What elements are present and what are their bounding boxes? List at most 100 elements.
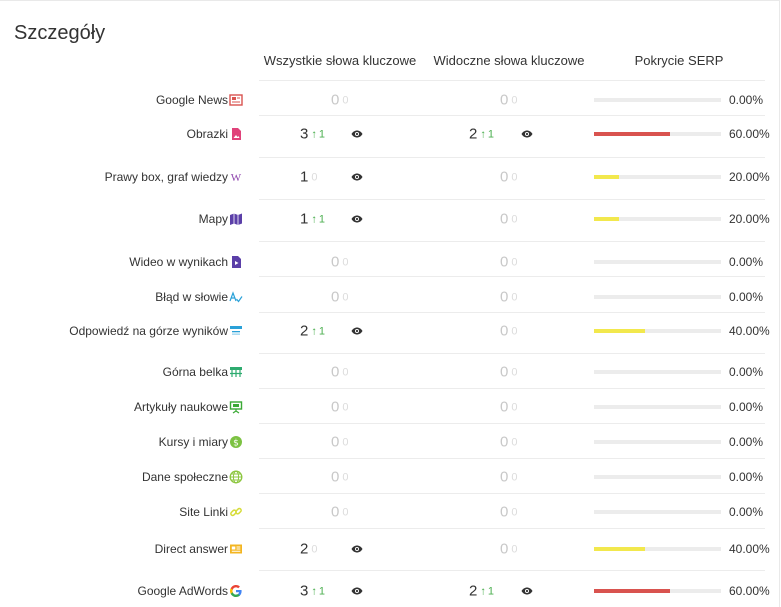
arrow-up-icon: ↑: [480, 585, 486, 597]
serp-coverage-fill: [594, 132, 671, 136]
row-label: Google News: [156, 93, 243, 107]
count-change: 0: [511, 471, 518, 483]
row-label: Prawy box, graf wiedzy W: [105, 170, 243, 184]
serp-coverage-percent: 60.00%: [729, 584, 770, 598]
row-separator: [259, 570, 765, 571]
arrow-up-icon: ↑: [311, 213, 317, 225]
eye-icon[interactable]: [521, 130, 533, 138]
serp-coverage-percent: 60.00%: [729, 127, 770, 141]
count-value: 3: [300, 582, 309, 600]
row-separator: [259, 458, 765, 459]
count-value: 0: [500, 168, 509, 186]
serp-coverage-percent: 40.00%: [729, 324, 770, 338]
all-keywords-count: 2 ↑ 1: [300, 323, 325, 340]
serp-coverage-percent: 0.00%: [729, 505, 764, 519]
count-value: 2: [300, 540, 309, 558]
count-value: 2: [300, 322, 309, 340]
eye-icon[interactable]: [521, 587, 533, 595]
serp-coverage-bar: [594, 370, 721, 374]
count-change: 0: [342, 506, 349, 518]
arrow-up-icon: ↑: [311, 585, 317, 597]
serp-coverage-fill: [594, 217, 620, 221]
panel-title: Szczegóły: [14, 22, 106, 44]
row-label: Wideo w wynikach: [129, 255, 243, 269]
serp-coverage-fill: [594, 175, 620, 179]
count-change: 0: [511, 543, 518, 555]
row-label-text: Site Linki: [179, 505, 228, 519]
count-value: 0: [331, 363, 340, 381]
currency-icon: $: [229, 435, 243, 449]
row-separator: [259, 276, 765, 277]
row-label: Site Linki: [179, 505, 243, 519]
row-separator: [259, 115, 765, 116]
eye-icon[interactable]: [351, 173, 363, 181]
row-label: Dane społeczne: [142, 470, 243, 484]
row-label-text: Dane społeczne: [141, 470, 228, 484]
serp-coverage-bar: [594, 589, 721, 593]
serp-coverage-percent: 0.00%: [729, 255, 764, 269]
eye-icon[interactable]: [351, 215, 363, 223]
row-label: Mapy: [199, 212, 243, 226]
row-label-text: Odpowiedź na górze wyników: [69, 324, 228, 338]
serp-coverage-percent: 20.00%: [729, 170, 770, 184]
serp-coverage-fill: [594, 329, 645, 333]
row-label-text: Wideo w wynikach: [129, 255, 228, 269]
serp-coverage-percent: 0.00%: [729, 290, 764, 304]
count-value: 0: [331, 433, 340, 451]
column-header-serp-coverage: Pokrycie SERP: [634, 53, 724, 68]
count-value: 0: [331, 398, 340, 416]
eye-icon[interactable]: [351, 130, 363, 138]
count-change: 0: [342, 436, 349, 448]
all-keywords-count: 3 ↑ 1: [300, 583, 325, 600]
count-value: 0: [331, 503, 340, 521]
eye-icon[interactable]: [351, 545, 363, 553]
serp-coverage-bar: [594, 440, 721, 444]
eye-icon[interactable]: [351, 327, 363, 335]
serp-coverage-percent: 0.00%: [729, 365, 764, 379]
count-value: 2: [469, 582, 478, 600]
count-value: 1: [300, 210, 309, 228]
row-label: Górna belka: [163, 365, 243, 379]
count-value: 0: [500, 398, 509, 416]
count-value: 0: [500, 91, 509, 109]
count-value: 2: [469, 125, 478, 143]
serp-coverage-percent: 20.00%: [729, 212, 770, 226]
count-change: 0: [342, 366, 349, 378]
link-icon: [229, 505, 243, 519]
count-value: 0: [331, 288, 340, 306]
serp-coverage-bar: [594, 295, 721, 299]
serp-coverage-percent: 0.00%: [729, 400, 764, 414]
direct-answer-icon: [229, 542, 243, 556]
top-bar-icon: [229, 365, 243, 379]
spellcheck-icon: [229, 290, 243, 304]
row-label-text: Artykuły naukowe: [133, 400, 228, 414]
eye-icon[interactable]: [351, 587, 363, 595]
row-label: Artykuły naukowe: [134, 400, 243, 414]
serp-coverage-bar: [594, 98, 721, 102]
count-value: 0: [500, 540, 509, 558]
all-keywords-count: 1 ↑ 1: [300, 211, 325, 228]
count-change: 0: [342, 256, 349, 268]
count-change: 0: [511, 506, 518, 518]
visible-keywords-count: 2 ↑ 1: [469, 126, 494, 143]
serp-coverage-bar: [594, 329, 721, 333]
image-icon: [229, 127, 243, 141]
count-change: 0: [511, 436, 518, 448]
count-change: 0: [342, 94, 349, 106]
row-label: Google AdWords: [138, 584, 244, 598]
serp-coverage-percent: 0.00%: [729, 435, 764, 449]
row-separator: [259, 80, 765, 81]
row-label-text: Mapy: [198, 212, 228, 226]
count-change: 0: [511, 171, 518, 183]
